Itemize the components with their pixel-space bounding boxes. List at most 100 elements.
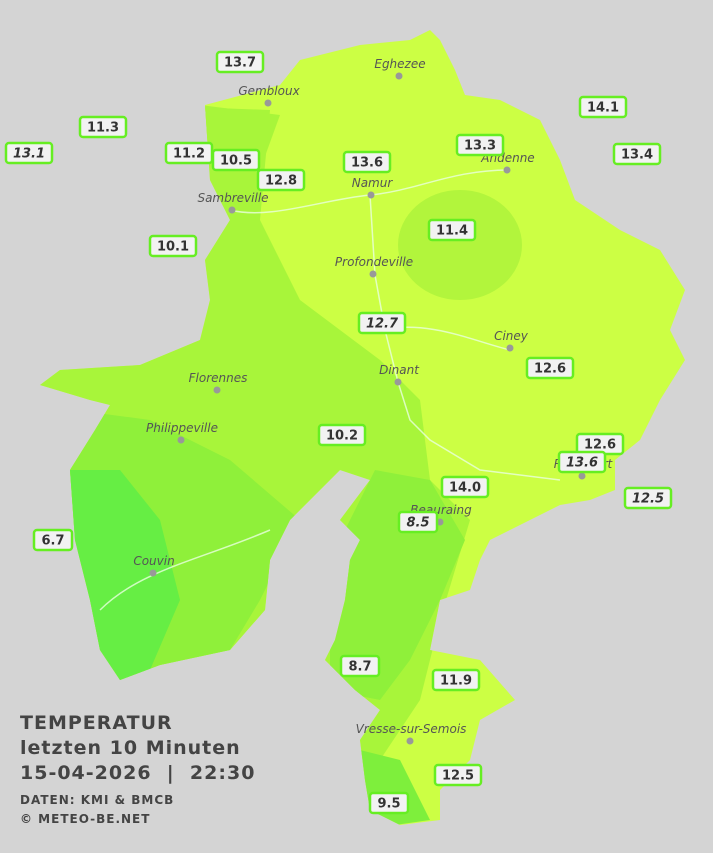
station-value: 12.6 <box>584 438 616 453</box>
datetime: 15-04-2026 | 22:30 <box>20 762 255 784</box>
station-value: 12.8 <box>265 174 297 189</box>
station: 9.5 <box>368 791 410 815</box>
station-value: 11.4 <box>436 224 468 239</box>
station-box <box>78 115 128 139</box>
city-label: Sambreville <box>197 191 268 205</box>
station-value: 12.5 <box>442 769 474 784</box>
station: 11.9 <box>431 668 481 692</box>
station-box <box>342 150 392 174</box>
station-value: 9.5 <box>377 797 400 812</box>
station-box <box>557 450 607 474</box>
station-value: 10.5 <box>220 154 252 169</box>
city-label: Namur <box>352 176 394 190</box>
city-label: Philippeville <box>146 421 218 435</box>
city-label: Dinant <box>379 363 420 377</box>
station: 10.1 <box>148 234 198 258</box>
city-dot <box>369 270 377 278</box>
station-box <box>211 148 261 172</box>
station-box <box>256 168 306 192</box>
station-value: 8.7 <box>348 660 371 675</box>
city-label: Eghezee <box>374 57 425 71</box>
station-box <box>623 486 673 510</box>
station-value: 12.6 <box>534 362 566 377</box>
station: 13.4 <box>612 142 662 166</box>
station: 13.6 <box>557 450 607 474</box>
station-value: 13.4 <box>621 148 653 163</box>
station-value: 10.2 <box>326 429 358 444</box>
station-value: 12.5 <box>632 492 664 507</box>
station: 12.5 <box>623 486 673 510</box>
station-value: 11.3 <box>87 121 119 136</box>
city-label: Vresse-sur-Semois <box>356 722 467 736</box>
station: 12.7 <box>357 311 407 335</box>
station-value: 8.5 <box>406 516 429 531</box>
station-value: 11.9 <box>440 674 472 689</box>
station-value: 11.2 <box>173 147 205 162</box>
city-dot <box>228 206 236 214</box>
station-value: 13.6 <box>566 456 598 471</box>
city-label: Couvin <box>133 554 174 568</box>
station-value: 13.3 <box>464 139 496 154</box>
station-box <box>339 654 381 678</box>
station-box <box>148 234 198 258</box>
station-value: 10.1 <box>157 240 189 255</box>
station: 13.3 <box>455 133 505 157</box>
station-box <box>368 791 410 815</box>
station-value: 13.7 <box>224 56 256 71</box>
station: 12.5 <box>433 763 483 787</box>
station: 13.6 <box>342 150 392 174</box>
station-value: 13.6 <box>351 156 383 171</box>
city-dot <box>406 737 414 745</box>
city-dot <box>177 436 185 444</box>
station-box <box>427 218 477 242</box>
copyright: © METEO-BE.NET <box>20 812 150 826</box>
station: 12.6 <box>575 432 625 456</box>
station: 11.3 <box>78 115 128 139</box>
station: 12.6 <box>525 356 575 380</box>
station-value: 13.1 <box>13 147 45 162</box>
station: 6.7 <box>32 528 74 552</box>
station-box <box>612 142 662 166</box>
city-dot <box>149 569 157 577</box>
station: 10.5 <box>211 148 261 172</box>
city-dot <box>503 166 511 174</box>
station-box <box>525 356 575 380</box>
city-dot <box>506 344 514 352</box>
station-value: 12.7 <box>366 317 399 332</box>
station-box <box>4 141 54 165</box>
station-box <box>357 311 407 335</box>
station: 11.2 <box>164 141 214 165</box>
city-label: Gembloux <box>238 84 300 98</box>
station-value: 14.0 <box>449 481 481 496</box>
map-title: TEMPERATUR <box>20 712 173 734</box>
station-box <box>578 95 628 119</box>
station: 8.5 <box>397 510 439 534</box>
station-value: 14.1 <box>587 101 619 116</box>
city-label: Florennes <box>189 371 248 385</box>
station: 8.7 <box>339 654 381 678</box>
station: 10.2 <box>317 423 367 447</box>
city-label: Profondeville <box>335 255 413 269</box>
station-box <box>215 50 265 74</box>
station-box <box>32 528 74 552</box>
city-dot <box>367 191 375 199</box>
station-box <box>433 763 483 787</box>
station: 13.7 <box>215 50 265 74</box>
source: DATEN: KMI & BMCB <box>20 793 174 807</box>
city-dot <box>578 472 586 480</box>
station: 14.1 <box>578 95 628 119</box>
station-box <box>455 133 505 157</box>
subtitle: letzten 10 Minuten <box>20 737 241 759</box>
city-label: Ciney <box>494 329 529 343</box>
city-dot <box>213 386 221 394</box>
station-box <box>397 510 439 534</box>
station-value: 6.7 <box>41 534 64 549</box>
city-dot <box>264 99 272 107</box>
city-dot <box>395 72 403 80</box>
city-dot <box>394 378 402 386</box>
station: 14.0 <box>440 475 490 499</box>
station-box <box>317 423 367 447</box>
station: 13.1 <box>4 141 54 165</box>
station-box <box>440 475 490 499</box>
